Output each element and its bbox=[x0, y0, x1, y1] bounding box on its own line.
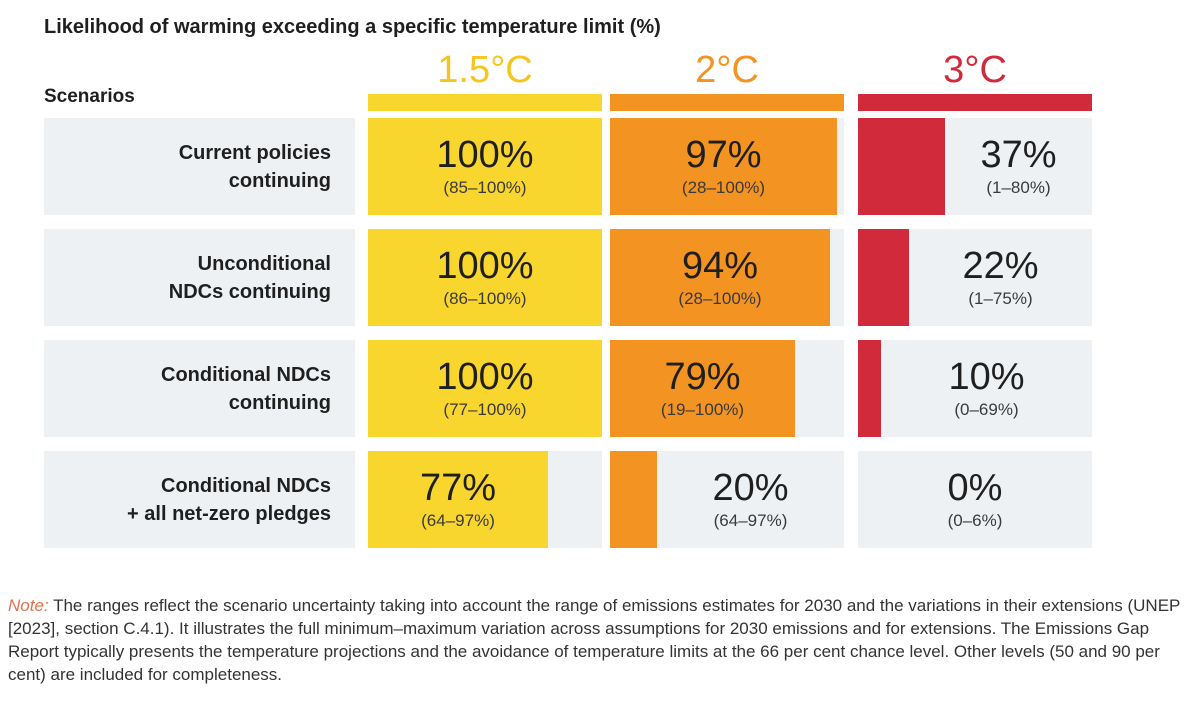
likelihood-cell: 79% (19–100%) bbox=[610, 340, 844, 437]
note-text: The ranges reflect the scenario uncertai… bbox=[8, 596, 1181, 684]
scenario-label-text: Conditional NDCs + all net-zero pledges bbox=[127, 474, 331, 525]
likelihood-bar bbox=[368, 229, 602, 326]
likelihood-range: (77–100%) bbox=[443, 399, 527, 419]
likelihood-cell: 100% (85–100%) bbox=[368, 118, 602, 215]
likelihood-range: (0–69%) bbox=[954, 399, 1019, 419]
likelihood-text: 94% (28–100%) bbox=[610, 229, 830, 326]
likelihood-range: (0–6%) bbox=[947, 510, 1003, 530]
likelihood-bar bbox=[610, 451, 657, 548]
likelihood-text: 22% (1–75%) bbox=[909, 229, 1092, 326]
likelihood-value: 10% bbox=[948, 355, 1025, 398]
likelihood-range: (19–100%) bbox=[660, 399, 745, 419]
likelihood-cell: 10% (0–69%) bbox=[858, 340, 1092, 437]
scenario-row-label: Conditional NDCs + all net-zero pledges bbox=[44, 451, 355, 548]
likelihood-cell: 100% (86–100%) bbox=[368, 229, 602, 326]
likelihood-range: (1–80%) bbox=[986, 177, 1051, 197]
column-color-bar-2 bbox=[610, 94, 844, 111]
likelihood-bar bbox=[368, 118, 602, 215]
chart-title: Likelihood of warming exceeding a specif… bbox=[44, 16, 661, 38]
column-color-bar-3 bbox=[858, 94, 1092, 111]
likelihood-value: 37% bbox=[980, 133, 1057, 176]
likelihood-cell: 22% (1–75%) bbox=[858, 229, 1092, 326]
likelihood-value: 100% bbox=[436, 355, 534, 398]
likelihood-value: 94% bbox=[681, 244, 759, 287]
likelihood-range: (28–100%) bbox=[681, 177, 766, 197]
likelihood-text: 100% (85–100%) bbox=[368, 118, 602, 215]
scenarios-header: Scenarios bbox=[44, 86, 135, 107]
scenario-label-text: Unconditional NDCs continuing bbox=[168, 252, 331, 303]
likelihood-cell: 97% (28–100%) bbox=[610, 118, 844, 215]
likelihood-value: 100% bbox=[436, 133, 534, 176]
likelihood-bar bbox=[368, 451, 548, 548]
likelihood-value: 100% bbox=[436, 244, 534, 287]
scenario-label-text: Current policies continuing bbox=[178, 141, 331, 192]
likelihood-bar bbox=[610, 340, 795, 437]
likelihood-bar bbox=[368, 340, 602, 437]
likelihood-value: 79% bbox=[664, 355, 741, 398]
likelihood-cell: 94% (28–100%) bbox=[610, 229, 844, 326]
likelihood-value: 97% bbox=[685, 133, 762, 176]
footnote: Note: The ranges reflect the scenario un… bbox=[8, 594, 1193, 686]
likelihood-value: 22% bbox=[962, 244, 1039, 287]
likelihood-range: (28–100%) bbox=[678, 288, 762, 308]
likelihood-bar bbox=[858, 118, 945, 215]
column-header-3: 3°C bbox=[943, 49, 1007, 91]
column-color-bar-1 bbox=[368, 94, 602, 111]
likelihood-value: 20% bbox=[712, 466, 789, 509]
likelihood-text: 77% (64–97%) bbox=[368, 451, 548, 548]
likelihood-cell: 20% (64–97%) bbox=[610, 451, 844, 548]
likelihood-text: 100% (77–100%) bbox=[368, 340, 602, 437]
likelihood-range: (64–97%) bbox=[713, 510, 788, 530]
likelihood-bar bbox=[610, 118, 837, 215]
scenario-row-label: Unconditional NDCs continuing bbox=[44, 229, 355, 326]
column-header-2: 2°C bbox=[695, 49, 759, 91]
likelihood-cell: 77% (64–97%) bbox=[368, 451, 602, 548]
likelihood-text: 100% (86–100%) bbox=[368, 229, 602, 326]
scenario-row-label: Current policies continuing bbox=[44, 118, 355, 215]
likelihood-cell: 100% (77–100%) bbox=[368, 340, 602, 437]
likelihood-range: (1–75%) bbox=[968, 288, 1033, 308]
likelihood-text: 79% (19–100%) bbox=[610, 340, 795, 437]
scenario-row-label: Conditional NDCs continuing bbox=[44, 340, 355, 437]
likelihood-range: (85–100%) bbox=[443, 177, 527, 197]
likelihood-text: 97% (28–100%) bbox=[610, 118, 837, 215]
likelihood-range: (64–97%) bbox=[421, 510, 495, 530]
likelihood-text: 37% (1–80%) bbox=[945, 118, 1092, 215]
likelihood-text: 0% (0–6%) bbox=[858, 451, 1092, 548]
likelihood-bar bbox=[610, 229, 830, 326]
likelihood-bar bbox=[858, 229, 909, 326]
likelihood-cell: 37% (1–80%) bbox=[858, 118, 1092, 215]
scenario-label-text: Conditional NDCs continuing bbox=[161, 363, 331, 414]
likelihood-bar bbox=[858, 340, 881, 437]
likelihood-value: 77% bbox=[419, 466, 497, 509]
likelihood-text: 20% (64–97%) bbox=[657, 451, 844, 548]
likelihood-cell: 0% (0–6%) bbox=[858, 451, 1092, 548]
likelihood-text: 10% (0–69%) bbox=[881, 340, 1092, 437]
likelihood-value: 0% bbox=[947, 466, 1003, 509]
column-header-1: 1.5°C bbox=[437, 49, 533, 91]
note-lead: Note: bbox=[8, 596, 49, 615]
likelihood-range: (86–100%) bbox=[443, 288, 527, 308]
